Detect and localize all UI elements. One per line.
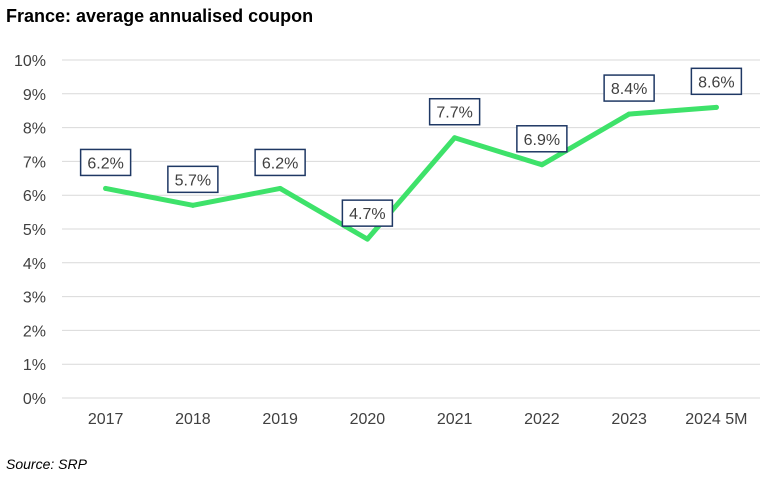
x-tick-label: 2017	[88, 411, 124, 428]
y-tick-label: 0%	[23, 391, 46, 408]
data-point	[277, 185, 283, 191]
y-tick-label: 6%	[23, 188, 46, 205]
data-label-box	[690, 67, 743, 96]
data-label: 8.6%	[698, 74, 734, 91]
y-tick-label: 3%	[23, 290, 46, 307]
data-point	[713, 104, 719, 110]
data-label-box	[167, 165, 219, 194]
data-point	[364, 236, 370, 242]
x-tick-label: 2023	[611, 411, 647, 428]
data-label: 6.9%	[524, 132, 560, 149]
source-note: Source: SRP	[6, 456, 87, 472]
y-tick-label: 2%	[23, 323, 46, 340]
data-point	[190, 202, 196, 208]
x-tick-label: 2024 5M	[685, 411, 747, 428]
line-chart: 0% 1% 2% 3% 4% 5% 6% 7% 8% 9% 10% 2017 2018 2019 2020 2…	[14, 53, 760, 428]
data-label-box	[341, 199, 394, 227]
y-tick-label: 5%	[23, 222, 46, 239]
x-tick-label: 2019	[262, 411, 298, 428]
data-point	[452, 135, 458, 141]
y-tick-label: 7%	[23, 154, 46, 171]
y-tick-label: 4%	[23, 256, 46, 273]
data-label-box	[79, 148, 132, 177]
data-label: 7.7%	[436, 105, 472, 122]
data-point	[539, 162, 545, 168]
y-tick-label: 9%	[23, 87, 46, 104]
x-tick-label: 2020	[350, 411, 386, 428]
chart-title: France: average annualised coupon	[6, 6, 314, 26]
data-label-box	[603, 74, 655, 102]
x-tick-label: 2018	[175, 411, 211, 428]
data-label: 6.2%	[87, 155, 123, 172]
data-point	[103, 185, 109, 191]
data-label-box	[516, 125, 568, 153]
x-tick-label: 2022	[524, 411, 560, 428]
data-label-box	[428, 97, 481, 126]
y-tick-label: 1%	[23, 357, 46, 374]
data-label: 8.4%	[611, 81, 647, 98]
data-point	[626, 111, 632, 117]
y-tick-label: 8%	[23, 121, 46, 138]
series-line	[103, 104, 719, 242]
y-tick-label: 10%	[14, 53, 46, 70]
data-label: 5.7%	[175, 172, 211, 189]
x-tick-label: 2021	[437, 411, 473, 428]
data-label: 4.7%	[349, 206, 385, 223]
data-label-box	[254, 148, 306, 177]
data-label: 6.2%	[262, 155, 298, 172]
